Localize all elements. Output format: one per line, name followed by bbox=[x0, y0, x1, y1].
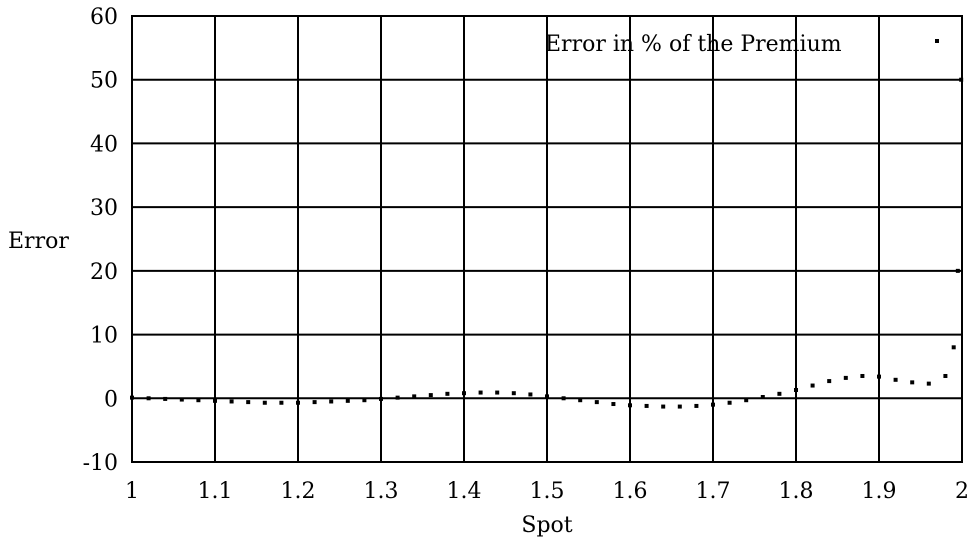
x-tick-label-6: 1.6 bbox=[613, 479, 648, 504]
x-tick-label-7: 1.7 bbox=[696, 479, 731, 504]
data-point-s0-7 bbox=[246, 400, 251, 405]
data-point-s0-43 bbox=[843, 375, 848, 380]
data-point-s0-17 bbox=[412, 394, 417, 399]
x-axis-label: Spot bbox=[521, 513, 572, 538]
data-point-s0-44 bbox=[860, 373, 865, 378]
data-point-s0-49 bbox=[943, 373, 948, 378]
data-point-s0-9 bbox=[279, 400, 284, 405]
data-point-s0-26 bbox=[561, 396, 566, 401]
y-tick-label-0: -10 bbox=[83, 451, 118, 476]
y-axis-label: Error bbox=[8, 229, 69, 254]
data-point-s0-5 bbox=[213, 398, 217, 403]
legend: Error in % of the Premium bbox=[545, 32, 939, 57]
data-point-s0-35 bbox=[711, 402, 715, 407]
data-point-s0-23 bbox=[511, 391, 516, 396]
x-tick-label-4: 1.4 bbox=[447, 479, 482, 504]
x-tick-label-9: 1.9 bbox=[862, 479, 897, 504]
data-point-s0-27 bbox=[578, 398, 583, 403]
data-point-s0-6 bbox=[229, 399, 234, 404]
y-tick-label-7: 60 bbox=[90, 5, 118, 30]
data-point-s0-50 bbox=[951, 345, 956, 350]
data-point-s0-51 bbox=[955, 268, 960, 273]
data-point-s0-37 bbox=[744, 398, 749, 403]
data-point-s0-28 bbox=[594, 400, 599, 405]
data-point-s0-19 bbox=[445, 391, 450, 396]
x-tick-label-3: 1.3 bbox=[364, 479, 399, 504]
data-point-s0-20 bbox=[462, 391, 466, 396]
y-tick-label-6: 50 bbox=[90, 69, 118, 94]
data-point-s0-16 bbox=[395, 395, 400, 400]
x-tick-label-5: 1.5 bbox=[530, 479, 565, 504]
y-tick-label-5: 40 bbox=[90, 132, 118, 157]
data-point-s0-14 bbox=[362, 398, 367, 403]
data-point-s0-33 bbox=[677, 404, 682, 409]
data-point-s0-24 bbox=[528, 392, 533, 397]
data-point-s0-48 bbox=[926, 381, 931, 386]
data-point-s0-31 bbox=[644, 403, 649, 408]
data-point-s0-34 bbox=[694, 403, 699, 408]
data-point-s0-2 bbox=[163, 396, 168, 401]
data-point-s0-8 bbox=[262, 400, 267, 405]
data-point-s0-45 bbox=[877, 374, 881, 379]
data-point-s0-3 bbox=[179, 397, 184, 402]
data-point-s0-42 bbox=[827, 379, 832, 384]
data-point-s0-4 bbox=[196, 398, 201, 403]
x-tick-labels: 1 1.1 1.2 1.3 1.4 1.5 1.6 1.7 1.8 1.9 2 bbox=[125, 479, 969, 504]
data-point-s0-39 bbox=[777, 391, 782, 396]
data-point-s0-12 bbox=[329, 399, 334, 404]
x-tick-label-0: 1 bbox=[125, 479, 139, 504]
data-point-s0-1 bbox=[146, 396, 151, 401]
legend-label-series-1: Error in % of the Premium bbox=[545, 32, 842, 57]
data-point-s0-40 bbox=[794, 388, 798, 393]
data-point-s0-15 bbox=[379, 396, 383, 401]
x-tick-label-2: 1.2 bbox=[281, 479, 316, 504]
plot-frame bbox=[131, 15, 963, 463]
data-point-s0-30 bbox=[628, 403, 632, 408]
x-tick-label-1: 1.1 bbox=[198, 479, 233, 504]
data-point-s0-11 bbox=[312, 400, 317, 405]
y-tick-label-1: 0 bbox=[104, 387, 118, 412]
data-point-s0-25 bbox=[545, 394, 549, 399]
x-tick-label-10: 2 bbox=[955, 479, 969, 504]
series-dots bbox=[130, 77, 964, 409]
y-tick-label-2: 10 bbox=[90, 324, 118, 349]
data-point-s0-18 bbox=[428, 393, 433, 398]
legend-marker-series-1 bbox=[935, 39, 939, 43]
data-point-s0-32 bbox=[661, 404, 666, 409]
data-point-s0-41 bbox=[810, 383, 815, 388]
data-point-s0-13 bbox=[345, 398, 350, 403]
data-point-s0-29 bbox=[611, 402, 616, 407]
data-point-s0-22 bbox=[495, 390, 500, 395]
data-point-s0-46 bbox=[893, 377, 898, 382]
y-tick-label-4: 30 bbox=[90, 196, 118, 221]
data-point-s0-47 bbox=[910, 380, 915, 385]
data-point-s0-38 bbox=[760, 395, 765, 400]
data-point-s0-10 bbox=[296, 400, 300, 405]
data-point-s0-21 bbox=[478, 390, 483, 395]
y-tick-label-3: 20 bbox=[90, 260, 118, 285]
data-point-s0-36 bbox=[727, 400, 732, 405]
x-tick-label-8: 1.8 bbox=[779, 479, 814, 504]
y-tick-labels: -10 0 10 20 30 40 50 60 bbox=[83, 5, 118, 476]
